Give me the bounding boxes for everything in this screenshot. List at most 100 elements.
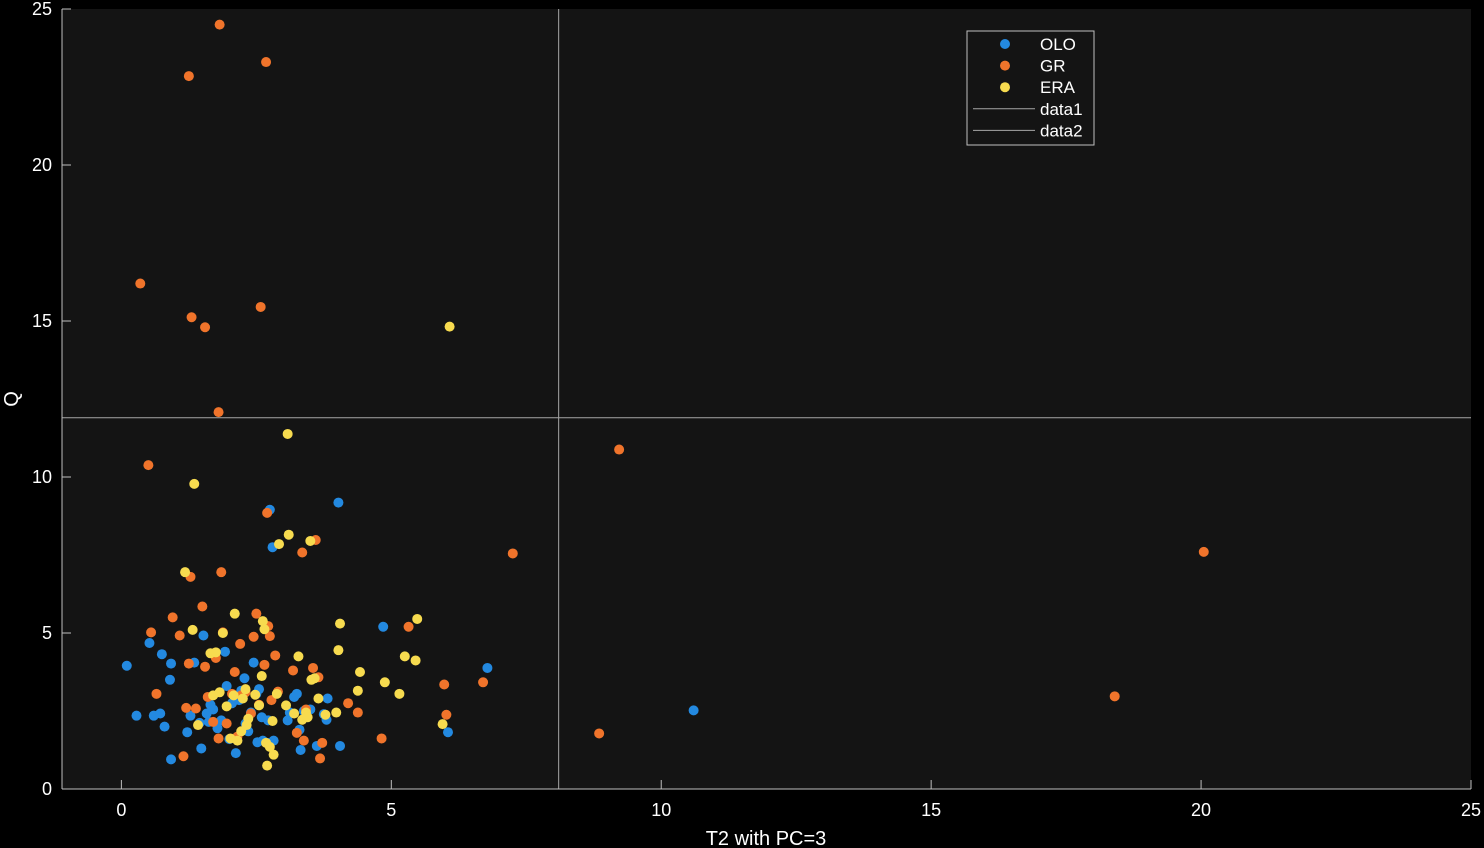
data-point-era (180, 567, 191, 578)
data-point-era (257, 616, 268, 627)
data-point-olo (291, 688, 302, 699)
data-point-era (289, 708, 300, 719)
tick-labels: 0 5 10 15 20 25 0 5 10 15 20 25 (32, 0, 1481, 820)
legend-label: OLO (1040, 35, 1076, 54)
data-point-olo (230, 748, 241, 759)
data-point-gr (214, 19, 225, 30)
y-tick-label: 15 (32, 311, 52, 331)
data-point-gr (135, 278, 146, 289)
data-point-era (281, 700, 292, 711)
legend-box (966, 30, 1095, 146)
data-point-olo (196, 743, 207, 754)
data-point-olo (322, 693, 333, 704)
series-era (180, 321, 455, 771)
data-point-olo (295, 745, 306, 755)
data-point-gr (178, 751, 189, 762)
data-point-gr (439, 679, 450, 690)
data-point-era (354, 667, 365, 677)
data-point-gr (308, 662, 319, 673)
data-point-era (268, 749, 279, 760)
data-point-era (335, 618, 346, 629)
data-point-olo (688, 705, 699, 716)
legend-marker (1000, 60, 1010, 71)
data-point-era (267, 715, 278, 726)
data-point-gr (478, 677, 489, 688)
legend-label: data1 (1040, 100, 1083, 119)
data-point-era (271, 688, 282, 699)
data-point-gr (288, 665, 299, 676)
data-point-era (394, 688, 405, 699)
data-point-gr (441, 709, 452, 720)
x-tick-label: 15 (921, 800, 941, 820)
data-point-era (189, 478, 200, 489)
data-point-gr (343, 698, 354, 709)
data-point-gr (143, 460, 154, 471)
data-point-era (410, 655, 421, 666)
data-point-era (250, 689, 261, 700)
data-point-olo (185, 710, 196, 721)
data-point-gr (376, 733, 387, 744)
data-point-era (228, 690, 239, 701)
data-point-gr (213, 733, 224, 744)
data-point-gr (264, 631, 275, 642)
data-point-era (243, 713, 254, 724)
data-point-olo (131, 710, 142, 721)
data-point-gr (186, 312, 197, 323)
y-tick-label: 10 (32, 467, 52, 487)
legend-label: ERA (1040, 78, 1076, 97)
data-point-olo (442, 727, 453, 738)
data-point-gr (507, 548, 518, 559)
data-point-olo (335, 740, 346, 751)
x-tick-label: 5 (386, 800, 396, 820)
data-point-era (254, 700, 265, 711)
data-point-olo (208, 704, 219, 715)
x-tick-label: 20 (1191, 800, 1211, 820)
y-tick-label: 20 (32, 155, 52, 175)
data-point-gr (317, 737, 328, 748)
data-point-era (214, 687, 225, 698)
data-point-olo (166, 658, 177, 669)
data-point-era (229, 608, 240, 619)
data-point-era (399, 651, 410, 662)
data-point-olo (378, 621, 389, 632)
data-point-gr (200, 322, 211, 333)
data-point-gr (208, 716, 219, 727)
data-point-era (305, 535, 316, 546)
data-point-era (283, 529, 294, 540)
data-point-era (256, 671, 267, 682)
data-point-gr (262, 507, 273, 518)
data-point-gr (221, 718, 232, 729)
x-tick-label: 10 (651, 800, 671, 820)
legend: OLO GR ERA data1 data2 (966, 30, 1095, 146)
legend-marker (1000, 39, 1010, 49)
data-point-olo (239, 673, 250, 684)
data-point-gr (1198, 546, 1209, 557)
data-point-olo (221, 681, 232, 692)
data-point-era (262, 760, 273, 771)
data-point-gr (190, 703, 201, 714)
data-point-olo (333, 497, 344, 508)
data-point-era (333, 645, 344, 656)
data-point-gr (213, 407, 224, 418)
data-point-gr (183, 71, 194, 82)
legend-label: data2 (1040, 121, 1083, 140)
data-point-gr (259, 659, 270, 670)
data-point-gr (235, 638, 246, 649)
y-tick-label: 5 (42, 623, 52, 643)
data-point-olo (155, 708, 166, 719)
data-point-gr (229, 667, 240, 677)
data-point-era (210, 647, 221, 658)
data-point-gr (1109, 691, 1120, 702)
data-point-era (412, 613, 423, 624)
data-point-era (232, 735, 243, 746)
data-point-gr (352, 707, 363, 718)
data-point-olo (166, 754, 177, 765)
data-point-era (187, 624, 198, 635)
data-point-era (240, 684, 251, 695)
data-point-gr (297, 547, 308, 558)
axes (61, 8, 1472, 790)
x-tick-label: 0 (116, 800, 126, 820)
plot-background (62, 9, 1471, 789)
data-point-era (331, 707, 342, 718)
